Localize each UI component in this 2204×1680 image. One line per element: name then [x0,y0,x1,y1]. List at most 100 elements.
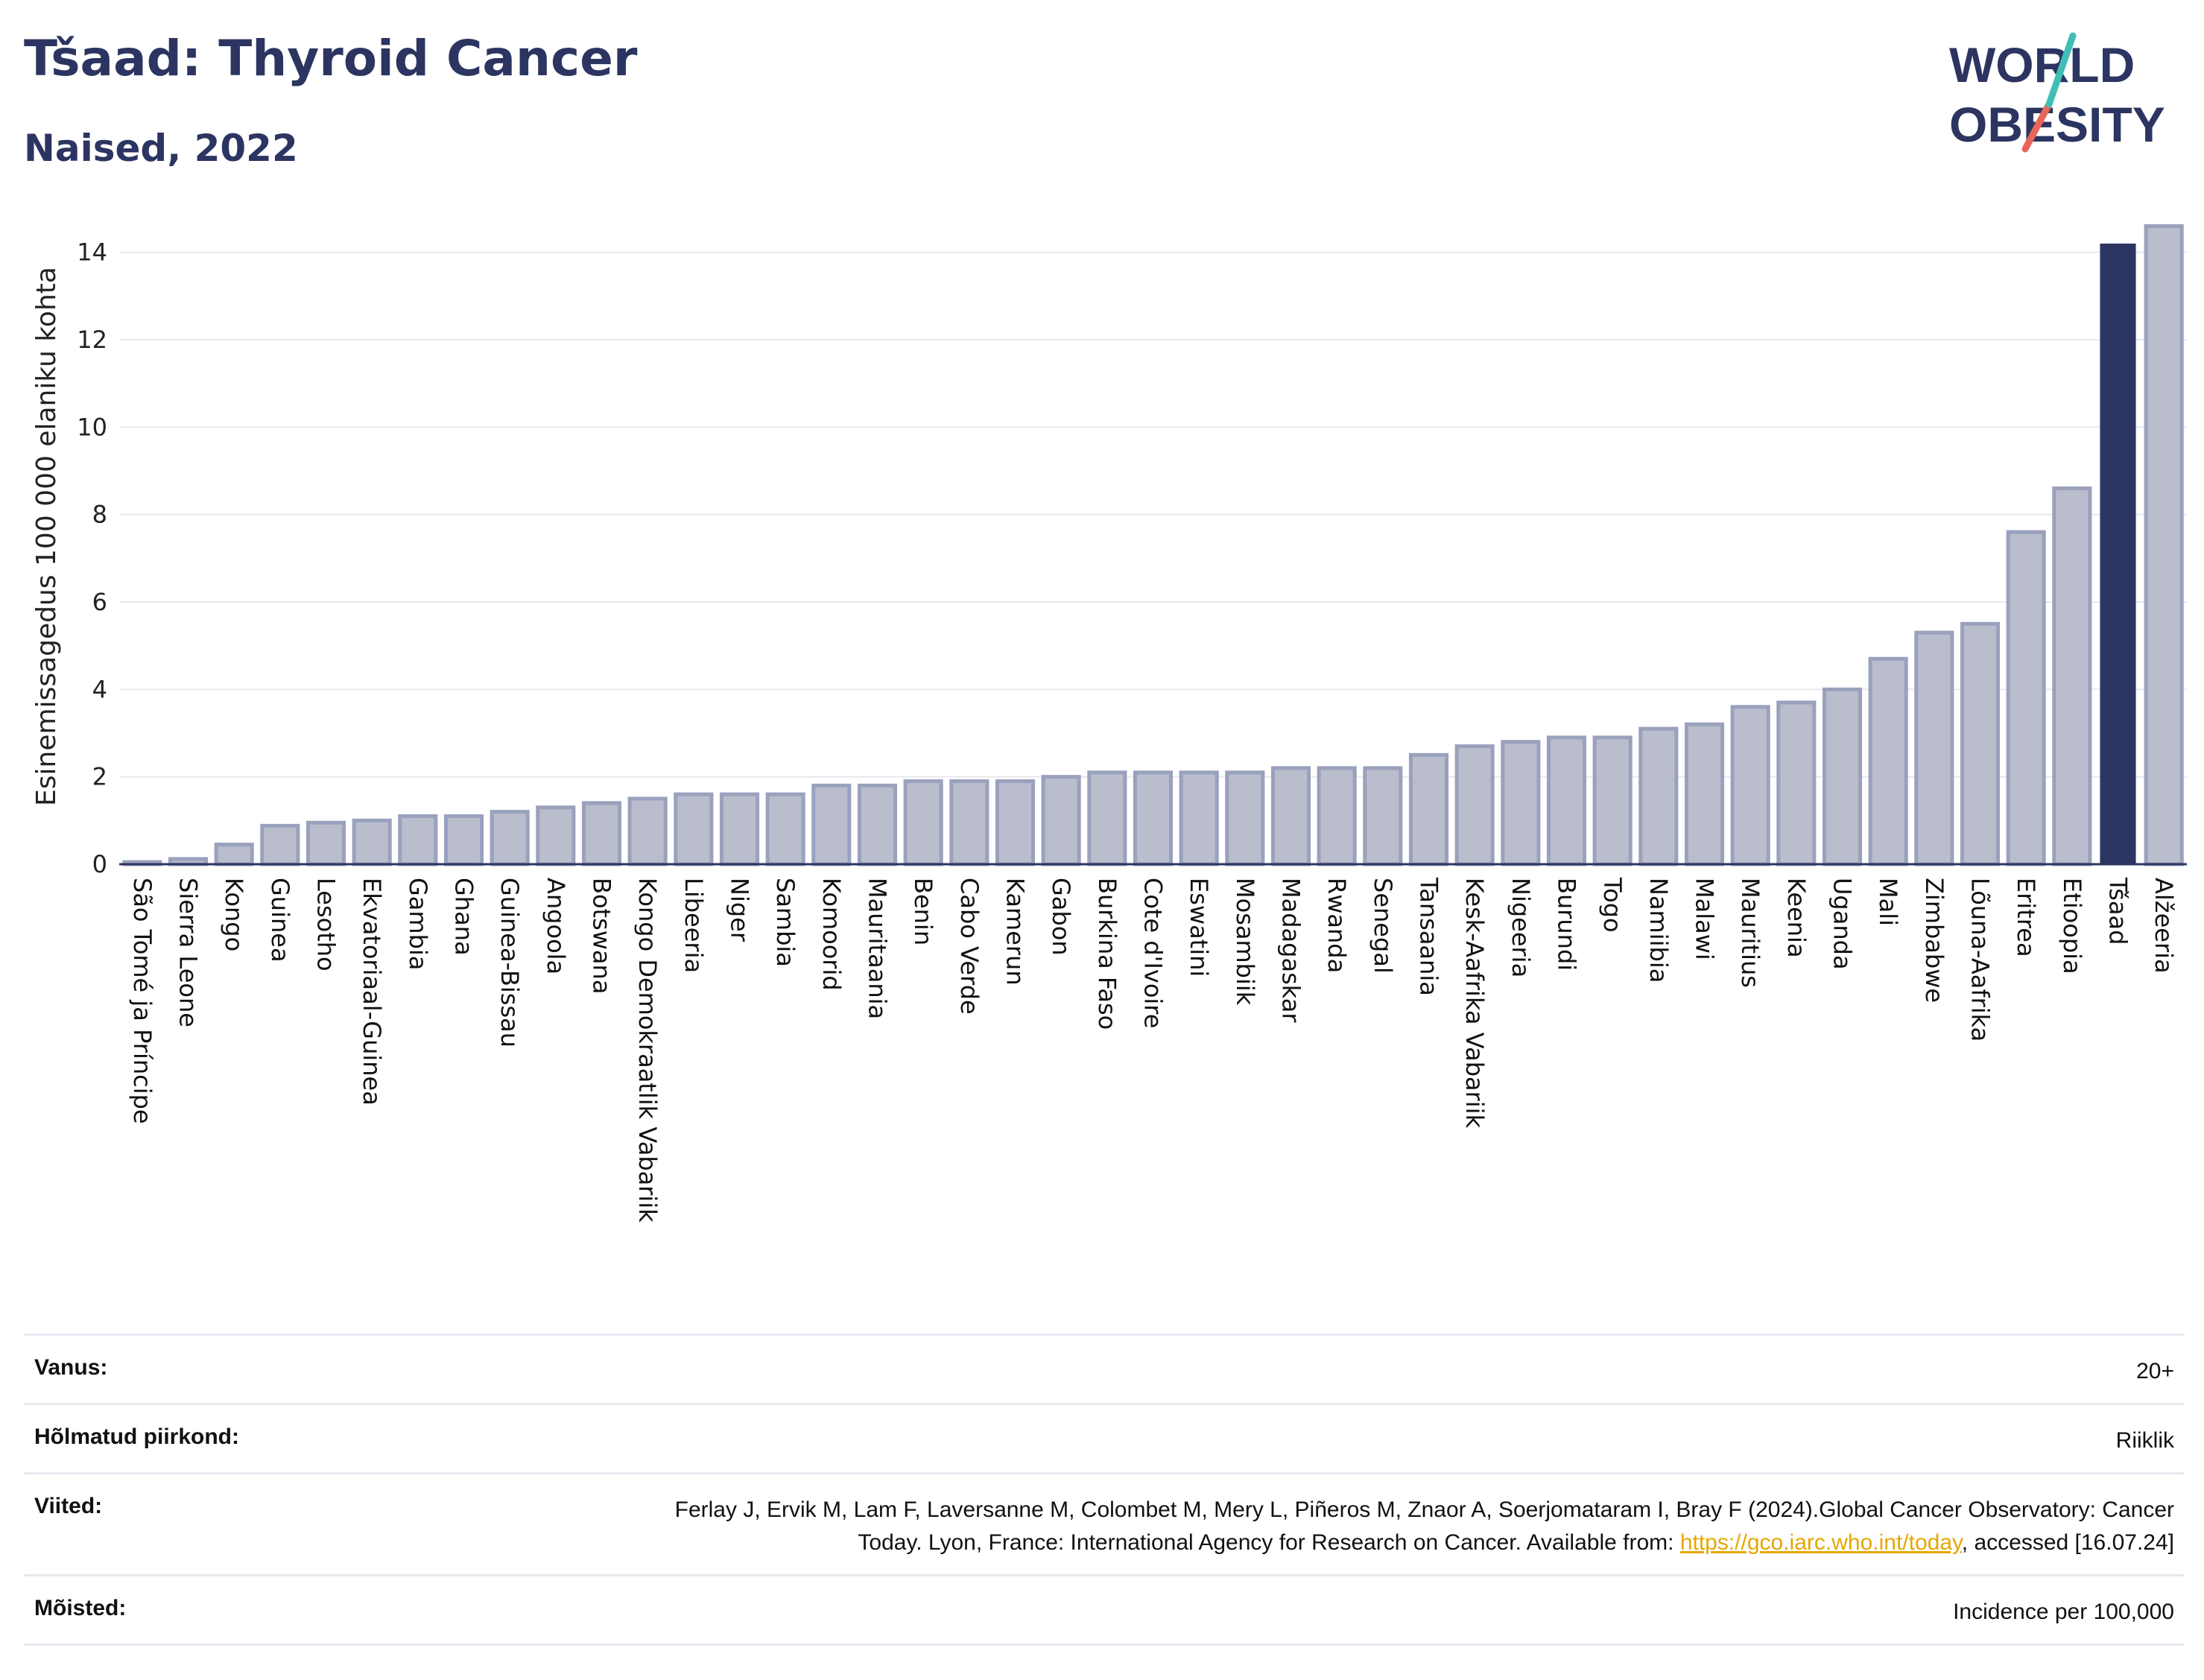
x-tick-label: Gabon [1047,878,1075,956]
bar [305,820,346,866]
bar-highlighted [2100,243,2136,864]
x-tick-label: Mosambiik [1231,878,1259,1006]
x-tick-label: São Tomé ja Príncipe [128,878,156,1124]
page-title: Tšaad: Thyroid Cancer [24,30,638,87]
x-tick-label: Tšaad [2104,877,2132,945]
y-tick-label: 14 [77,238,107,267]
x-tick-label: Sambia [771,878,799,967]
bar [995,779,1036,866]
bar [1776,700,1817,866]
references-text: Ferlay J, Ervik M, Lam F, Laversanne M, … [674,1497,2174,1555]
x-tick-label: Zimbabwe [1920,878,1948,1003]
x-tick-label: Angoola [542,878,570,974]
metadata-table: Vanus: 20+ Hõlmatud piirkond: Riiklik Vi… [24,1334,2185,1646]
x-tick-label: Lesotho [312,878,341,971]
svg-text:OBESITY: OBESITY [1949,97,2165,152]
bar [443,814,484,866]
bar [1363,766,1403,866]
bar [352,818,392,866]
bar [2052,486,2092,866]
bar [1179,770,1219,866]
x-tick-label: Malawi [1691,878,1719,960]
age-label: Vanus: [34,1355,108,1380]
x-tick-label: Kongo [220,878,248,951]
page-subtitle: Naised, 2022 [24,127,298,170]
references-tail: , accessed [16.07.24] [1961,1530,2174,1555]
x-tick-label: Keenia [1782,878,1811,958]
x-tick-label: Kongo Demokraatlik Vabariik [633,878,662,1223]
bar [1914,630,1954,866]
bar [1454,744,1495,866]
bar [1868,656,1908,866]
bar [949,779,989,866]
region-label: Hõlmatud piirkond: [34,1424,239,1449]
bar-chart: 0 2 4 6 8 10 12 14 Esinemissagedus 100 000 elani… [31,224,2187,1223]
y-tick-label: 12 [77,326,107,354]
bar [1730,705,1770,866]
x-tick-label: Cote d'Ivoire [1139,878,1168,1028]
bar [1638,726,1679,866]
references-link[interactable]: https://gco.iarc.who.int/today [1679,1530,1962,1555]
bar [1270,766,1311,866]
x-tick-label: Burundi [1553,878,1581,971]
bar [1501,740,1541,866]
bar [214,843,254,866]
x-tick-label: Ekvatoriaal-Guinea [358,878,386,1106]
bar [1041,775,1081,866]
definitions-label: Mõisted: [34,1596,127,1620]
x-tick-label: Benin [909,878,937,945]
x-tick-label: Guinea [266,878,294,963]
y-tick-label: 8 [92,501,107,529]
x-tick-label: Sierra Leone [174,878,203,1027]
x-tick-label: Eritrea [2012,878,2040,957]
bar [1133,770,1174,866]
bar [811,783,852,866]
bar [1822,687,1863,866]
bar [857,783,898,866]
x-tick-label: Madagaskar [1277,878,1305,1023]
bar [674,792,714,866]
bar [2006,530,2046,866]
bar [1546,735,1587,866]
bar [1408,752,1449,866]
bar [490,810,530,866]
x-tick-label: Niger [726,878,754,942]
bar [1960,621,2001,866]
references-value: Ferlay J, Ervik M, Lam F, Laversanne M, … [609,1494,2174,1559]
bar [627,796,668,866]
x-tick-label: Botswana [588,878,616,994]
region-value: Riiklik [2115,1428,2174,1453]
bar [581,801,622,866]
bar [398,814,438,866]
x-tick-label: Libeeria [680,878,708,973]
bar [1225,770,1265,866]
x-tick-label: Uganda [1828,878,1857,970]
x-tick-label: Etioopia [2058,878,2086,974]
x-tick-label: Togo [1598,877,1627,933]
x-tick-label: Lõuna-Aafrika [1966,878,1995,1042]
x-tick-label: Mauritius [1736,878,1764,988]
meta-row-definitions: Mõisted: Incidence per 100,000 [24,1574,2185,1646]
x-tick-label: Ghana [450,878,478,956]
x-tick-label: Namiibia [1644,878,1673,983]
y-tick-label: 6 [92,588,107,616]
x-tick-label: Mali [1874,878,1902,926]
x-tick-label: Nigeeria [1507,878,1535,977]
y-tick-label: 2 [92,763,107,791]
y-axis-label: Esinemissagedus 100 000 elaniku kohta [31,267,62,806]
bar [2144,224,2184,866]
age-value: 20+ [2136,1359,2174,1383]
references-label: Viited: [34,1494,103,1518]
y-tick-label: 0 [92,850,107,878]
x-tick-label: Eswatini [1185,878,1213,977]
x-tick-label: Guinea-Bissau [495,878,524,1047]
x-tick-label: Mauritaania [864,878,892,1019]
x-tick-label: Kesk-Aafrika Vabariik [1460,878,1489,1129]
world-obesity-logo: WORLD OBESITY [1949,32,2165,153]
meta-row-region: Hõlmatud piirkond: Riiklik [24,1403,2185,1472]
meta-row-age: Vanus: 20+ [24,1334,2185,1403]
x-tick-label: Cabo Verde [955,878,984,1015]
meta-row-references: Viited: Ferlay J, Ervik M, Lam F, Lavers… [24,1472,2185,1574]
x-tick-label: Kamerun [1001,878,1030,986]
definitions-value: Incidence per 100,000 [1953,1600,2174,1624]
